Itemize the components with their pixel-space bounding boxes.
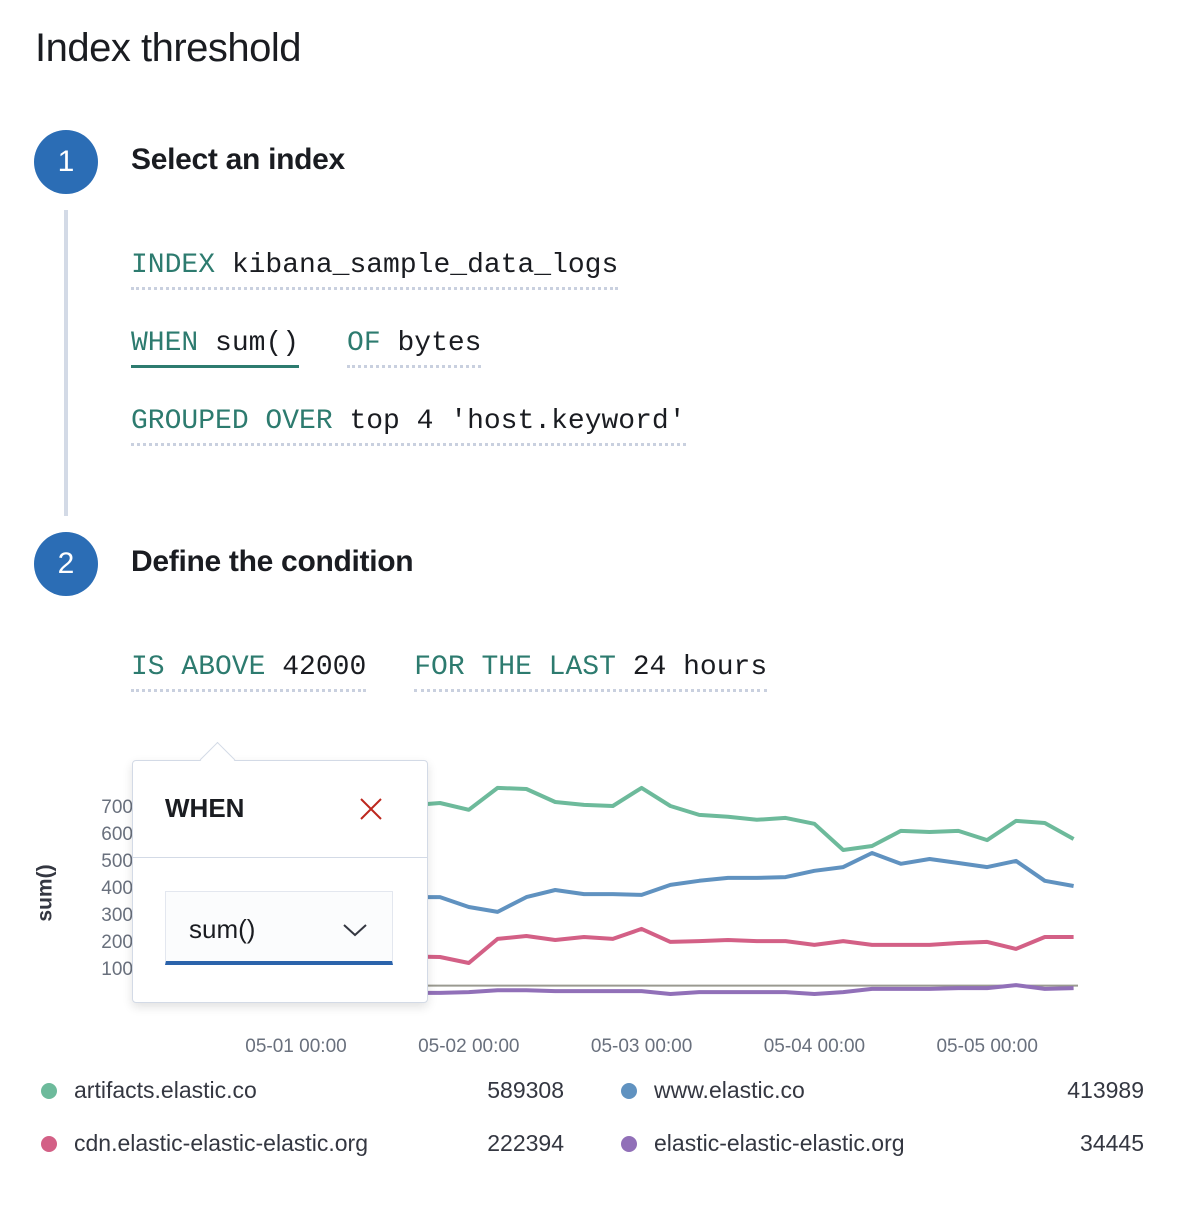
popover: WHEN sum() — [132, 741, 428, 1003]
legend-value: 34445 — [1080, 1130, 1144, 1156]
aggregation-select[interactable]: sum() — [165, 891, 393, 965]
expression-keyword: WHEN — [131, 328, 199, 359]
x-tick-label: 05-05 00:00 — [936, 1036, 1037, 1057]
legend-value: 222394 — [487, 1130, 564, 1156]
expression[interactable]: IS ABOVE 42000 — [131, 652, 367, 692]
expression[interactable]: FOR THE LAST 24 hours — [414, 652, 768, 692]
legend-name[interactable]: cdn.elastic-elastic-elastic.org — [74, 1130, 369, 1156]
expression-value: top 4 'host.keyword' — [349, 406, 686, 437]
legend-dot — [621, 1136, 637, 1152]
step-title: Define the condition — [131, 545, 414, 578]
expression-row: WHEN sum() OF bytes — [131, 328, 482, 368]
expression-value: sum() — [215, 328, 300, 359]
page-title: Index threshold — [35, 26, 302, 70]
expression-keyword: IS ABOVE — [131, 652, 266, 683]
y-tick-label: 700 — [101, 797, 133, 818]
legend-dot — [41, 1083, 57, 1099]
close-button[interactable] — [359, 797, 383, 821]
expression[interactable]: WHEN sum() — [131, 328, 300, 368]
legend-dot — [621, 1083, 637, 1099]
x-tick-label: 05-01 00:00 — [245, 1036, 346, 1057]
chevron — [343, 924, 367, 937]
expression-row: GROUPED OVER top 4 'host.keyword' — [131, 406, 686, 446]
expression-keyword: FOR THE LAST — [414, 652, 616, 683]
x-tick-label: 05-04 00:00 — [764, 1036, 865, 1057]
legend-name[interactable]: www.elastic.co — [654, 1077, 805, 1103]
y-tick-label: 400 — [101, 878, 133, 899]
x-tick-label: 05-02 00:00 — [418, 1036, 519, 1057]
expression[interactable]: GROUPED OVER top 4 'host.keyword' — [131, 406, 686, 446]
y-axis-label: sum() — [34, 864, 57, 921]
popover-title: WHEN — [165, 793, 245, 823]
expression-value: 42000 — [282, 652, 367, 683]
legend-dot — [41, 1136, 57, 1152]
y-tick-label: 500 — [101, 851, 133, 872]
x-tick-label: 05-03 00:00 — [591, 1036, 692, 1057]
legend-name[interactable]: elastic-elastic-elastic.org — [654, 1130, 905, 1156]
legend-value: 413989 — [1067, 1077, 1144, 1103]
y-tick-label: 200 — [101, 932, 133, 953]
expression[interactable]: OF bytes — [347, 328, 482, 368]
expression-keyword: INDEX — [131, 250, 216, 281]
expression-value: kibana_sample_data_logs — [231, 250, 619, 281]
y-tick-label: 100 — [101, 959, 133, 980]
y-tick-label: 300 — [101, 905, 133, 926]
expression-row: INDEX kibana_sample_data_logs — [131, 250, 619, 290]
step-title: Select an index — [131, 143, 345, 176]
y-tick-label: 600 — [101, 824, 133, 845]
select-value: sum() — [189, 914, 256, 944]
expression-value: bytes — [397, 328, 482, 359]
step-number: 2 — [34, 532, 98, 596]
step-connector — [64, 210, 68, 516]
legend-value: 589308 — [487, 1077, 564, 1103]
divider — [133, 857, 427, 858]
expression-value: 24 hours — [632, 652, 768, 683]
legend-name[interactable]: artifacts.elastic.co — [74, 1077, 257, 1103]
expression-keyword: OF — [347, 328, 381, 359]
expression-keyword: GROUPED OVER — [131, 406, 333, 437]
expression-row: IS ABOVE 42000 FOR THE LAST 24 hours — [131, 652, 768, 692]
expression[interactable]: INDEX kibana_sample_data_logs — [131, 250, 619, 290]
step-number: 1 — [34, 130, 98, 194]
